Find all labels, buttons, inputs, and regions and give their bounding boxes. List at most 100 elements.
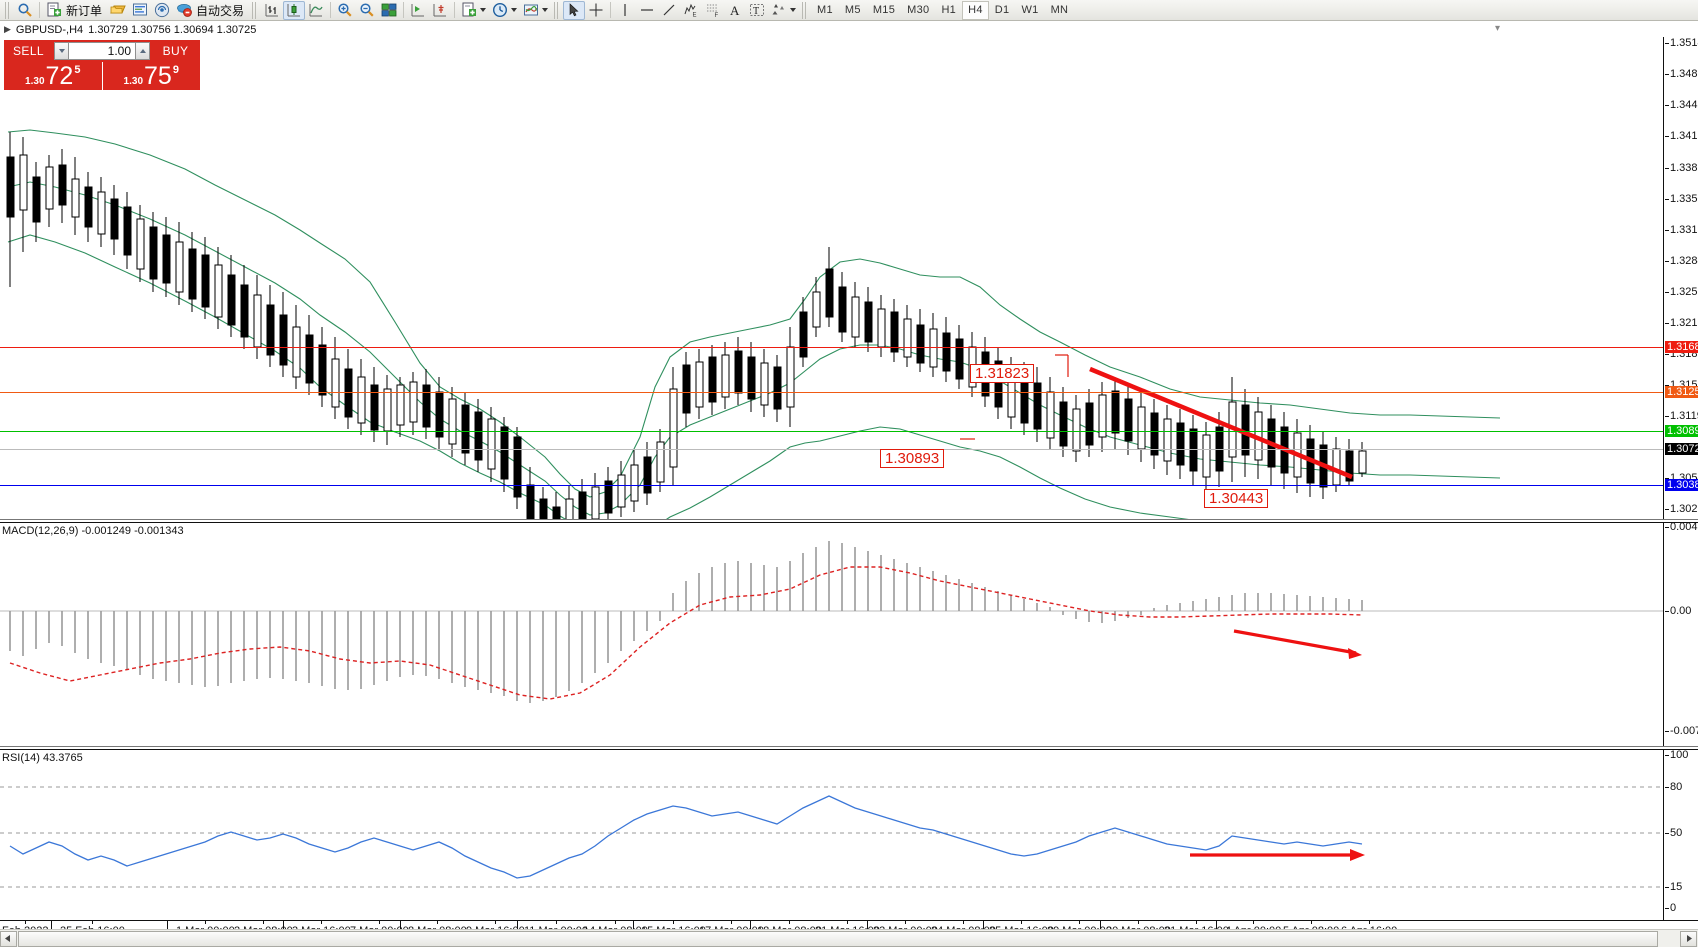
rsi-pane[interactable]: RSI(14) 43.3765 100 80 50 15 0	[0, 749, 1698, 920]
text-box-icon[interactable]: T	[746, 1, 768, 20]
shapes-icon[interactable]	[768, 1, 799, 20]
buy-price-big: 75	[144, 62, 172, 90]
timeframe-m1[interactable]: M1	[817, 4, 833, 16]
auto-trading-button[interactable]: 自动交易	[173, 1, 249, 20]
period-separator-icon[interactable]	[489, 1, 520, 20]
cursor-icon[interactable]	[563, 0, 586, 20]
one-click-trading-panel[interactable]: SELL 1.00 BUY 1.30 72 5 1.30 75 9	[4, 40, 200, 90]
price-label-support-1[interactable]: 1.30386	[1665, 479, 1698, 491]
sell-button[interactable]: SELL	[4, 40, 53, 62]
tile-windows-icon[interactable]	[378, 1, 400, 20]
annotation-1-30893[interactable]: 1.30893	[880, 449, 945, 468]
volume-stepper[interactable]: 1.00	[53, 40, 151, 62]
symbol-label: GBPUSD-,H4	[15, 23, 84, 36]
candlesticks	[6, 132, 1367, 522]
folder-icon[interactable]	[107, 1, 129, 20]
signal-icon[interactable]	[151, 1, 173, 20]
scroll-left-button[interactable]	[0, 930, 17, 947]
toolbar-separator-4	[454, 2, 456, 18]
toolbar-separator-2	[330, 2, 332, 18]
chevron-down-icon-4[interactable]	[790, 8, 797, 12]
sell-price-display[interactable]: 1.30 72 5	[4, 62, 102, 90]
bar-chart-icon[interactable]	[261, 1, 283, 20]
price-label-resistance-2[interactable]: 1.31256	[1665, 386, 1698, 398]
rsi-tick-0: 0	[1665, 902, 1676, 914]
zoom-out-icon[interactable]	[356, 1, 378, 20]
macd-plot[interactable]	[0, 523, 1663, 749]
horizontal-line-icon[interactable]	[636, 1, 658, 20]
macd-rsi-divider[interactable]	[0, 746, 1698, 750]
sell-price-prefix: 1.30	[25, 76, 45, 87]
price-axis-line	[1663, 37, 1664, 522]
fibonacci-icon[interactable]: F	[702, 1, 724, 20]
price-level-line-1.30725[interactable]	[0, 449, 1663, 450]
macd-pane[interactable]: MACD(12,26,9) -0.001249 -0.001343	[0, 521, 1698, 749]
line-chart-icon[interactable]	[305, 1, 327, 20]
candlestick-chart-icon[interactable]	[283, 0, 306, 20]
price-label-current[interactable]: 1.30725	[1665, 443, 1698, 455]
timeframe-d1[interactable]: D1	[994, 4, 1010, 16]
indicators-icon[interactable]	[520, 1, 551, 20]
price-level-line-1.31680[interactable]	[0, 347, 1663, 348]
toolbar-grip[interactable]	[5, 1, 11, 19]
price-level-line-1.31256[interactable]	[0, 392, 1663, 393]
buy-button[interactable]: BUY	[151, 40, 200, 62]
chevron-down-icon-2[interactable]	[511, 8, 518, 12]
price-tick-0: 1.35145	[1665, 37, 1698, 49]
new-object-icon[interactable]	[458, 1, 489, 20]
trendline-icon[interactable]	[658, 1, 680, 20]
price-tick-1: 1.34815	[1665, 68, 1698, 80]
elliott-wave-icon[interactable]: E	[680, 1, 702, 20]
price-label-pivot[interactable]: 1.30893	[1665, 425, 1698, 437]
volume-decrease-button[interactable]	[54, 42, 69, 60]
text-label-icon[interactable]: A	[724, 1, 746, 20]
chart-area[interactable]: 1.31823 1.30893 1.30443 1.29993 1.35145 …	[0, 37, 1698, 947]
symbol-info-bar: ▶ GBPUSD-,H4 1.30729 1.30756 1.30694 1.3…	[0, 22, 1698, 37]
toolbar-grip-3[interactable]	[554, 1, 561, 19]
timeframe-m30[interactable]: M30	[907, 4, 930, 16]
timeframe-w1[interactable]: W1	[1021, 4, 1039, 16]
scrollbar-thumb[interactable]	[18, 930, 1658, 947]
timeframe-h1[interactable]: H1	[941, 4, 957, 16]
price-level-line-1.30386[interactable]	[0, 485, 1663, 486]
shift-end-icon[interactable]	[407, 1, 429, 20]
one-click-top-row: SELL 1.00 BUY	[4, 40, 200, 62]
toolbar-grip-4[interactable]	[802, 1, 809, 19]
crosshair-icon[interactable]	[585, 1, 607, 20]
new-order-button[interactable]: 新订单	[43, 1, 107, 20]
rsi-series-svg	[0, 786, 1663, 888]
annotation-1-30443[interactable]: 1.30443	[1204, 489, 1269, 508]
auto-scroll-icon[interactable]	[429, 1, 451, 20]
chevron-down-icon[interactable]	[480, 8, 487, 12]
horizontal-scrollbar[interactable]	[0, 929, 1698, 947]
rsi-tick-80: 80	[1665, 781, 1682, 793]
rsi-plot[interactable]	[0, 750, 1663, 920]
timeframe-h4[interactable]: H4	[962, 0, 989, 20]
price-plot[interactable]: 1.31823 1.30893 1.30443 1.29993	[0, 37, 1663, 522]
vertical-line-icon[interactable]	[614, 1, 636, 20]
volume-input[interactable]: 1.00	[69, 42, 135, 60]
search-icon[interactable]	[14, 1, 36, 20]
chevron-down-icon-3[interactable]	[542, 8, 549, 12]
timeframe-m15[interactable]: M15	[872, 4, 896, 16]
macd-series-svg	[0, 541, 1663, 703]
ohlc-values: 1.30729 1.30756 1.30694 1.30725	[88, 23, 257, 36]
zoom-in-icon[interactable]	[334, 1, 356, 20]
buy-price-display[interactable]: 1.30 75 9	[101, 62, 200, 90]
price-level-line-1.30893[interactable]	[0, 431, 1663, 432]
price-label-resistance-1[interactable]: 1.31680	[1665, 341, 1698, 353]
scroll-right-button[interactable]	[1680, 930, 1697, 947]
timeframe-m5[interactable]: M5	[844, 4, 861, 16]
market-watch-icon[interactable]	[129, 1, 151, 20]
annotation-1-31823[interactable]: 1.31823	[970, 364, 1035, 383]
toolbar-separator	[39, 2, 40, 18]
price-macd-divider[interactable]	[0, 519, 1698, 523]
timeframe-mn[interactable]: MN	[1050, 4, 1069, 16]
price-pane[interactable]: 1.31823 1.30893 1.30443 1.29993 1.35145 …	[0, 37, 1698, 546]
one-click-price-row: 1.30 72 5 1.30 75 9	[4, 62, 200, 90]
price-tick-8: 1.32515	[1665, 286, 1698, 298]
svg-text:F: F	[715, 13, 719, 18]
toolbar-grip-2[interactable]	[252, 1, 259, 19]
volume-increase-button[interactable]	[135, 42, 150, 60]
price-tick-4: 1.33830	[1665, 162, 1698, 174]
